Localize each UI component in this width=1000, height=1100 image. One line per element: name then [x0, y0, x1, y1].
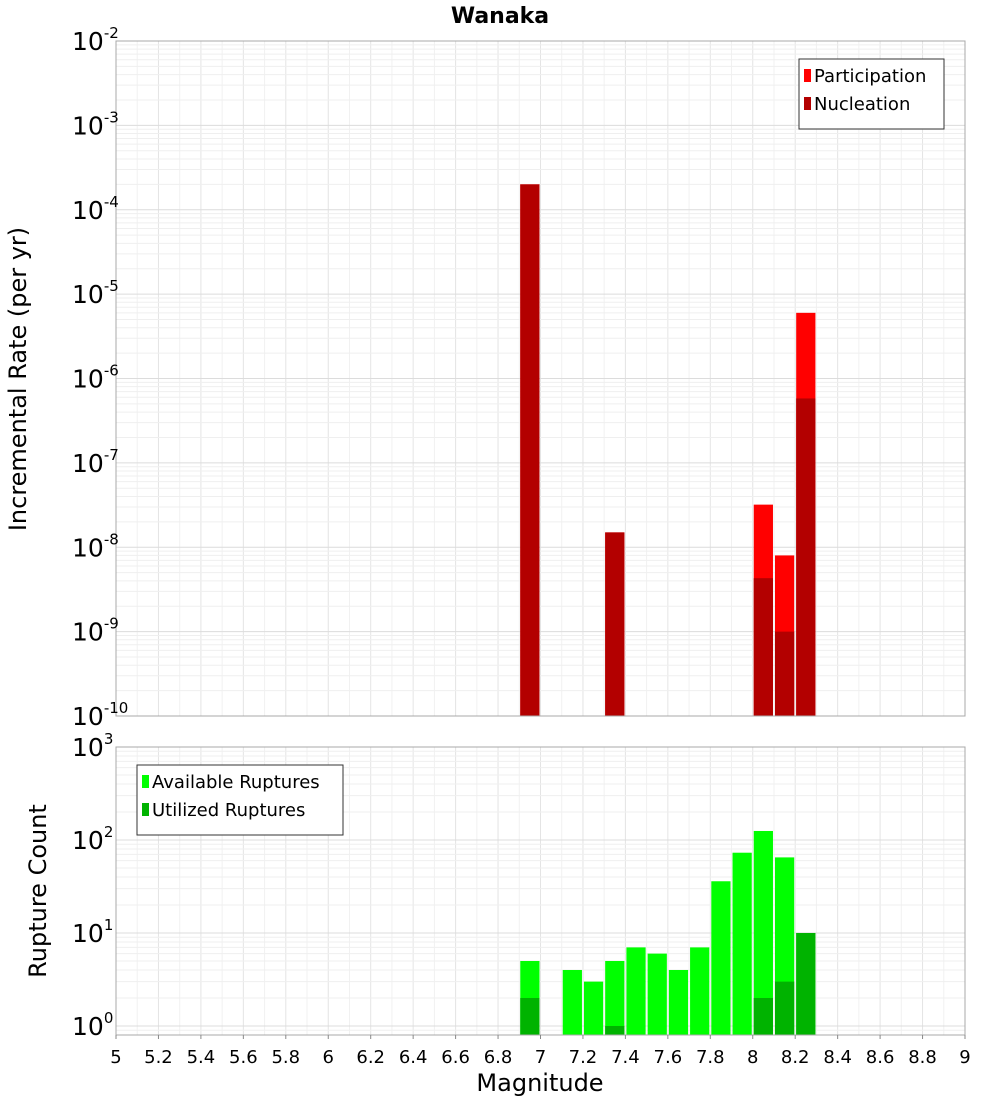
top-y-axis-label: Incremental Rate (per yr)	[4, 227, 32, 531]
bar-bottom-0-1	[562, 969, 582, 1035]
bar-bottom-1-0	[520, 997, 540, 1035]
legend-bottom: Available Ruptures Utilized Ruptures	[136, 764, 344, 836]
y-tick-label-bottom: 100	[72, 1009, 113, 1041]
legend-label-bottom-1: Utilized Ruptures	[152, 800, 305, 821]
legend-label-top-0: Participation	[814, 66, 926, 87]
chart-title: Wanaka	[451, 4, 549, 29]
bar-top-1-2	[753, 578, 773, 716]
x-tick-label: 8.6	[866, 1047, 895, 1068]
x-tick-label: 6.6	[441, 1047, 470, 1068]
x-tick-label: 7.4	[611, 1047, 640, 1068]
y-tick-label-top: 10-3	[72, 108, 119, 140]
y-tick-label-top: 10-8	[72, 530, 119, 562]
x-tick-label: 7.8	[696, 1047, 725, 1068]
x-tick-label: 9	[959, 1047, 970, 1068]
y-tick-label-top: 10-4	[72, 193, 119, 225]
bar-top-1-3	[774, 631, 795, 716]
bar-bottom-0-3	[605, 960, 625, 1035]
bar-bottom-1-2	[753, 997, 773, 1035]
legend-swatch-top-0	[804, 69, 811, 82]
bar-bottom-0-5	[647, 953, 667, 1035]
legend-label-top-1: Nucleation	[814, 94, 910, 115]
x-tick-label: 5.2	[144, 1047, 173, 1068]
top-plot-area: 10-10 10-9 10-8 10-7 10-6 10-5 10-4 10-3 10-2 Par…	[72, 24, 966, 731]
y-tick-label-top: 10-6	[72, 362, 119, 394]
bar-top-1-4	[796, 398, 816, 716]
y-tick-label-bottom: 101	[72, 916, 113, 948]
bar-bottom-0-2	[583, 981, 604, 1035]
bar-top-1-1	[605, 532, 625, 716]
y-tick-label-top: 10-7	[72, 446, 119, 478]
x-tick-label: 8.8	[908, 1047, 937, 1068]
legend-label-bottom-0: Available Ruptures	[152, 772, 320, 793]
legend-box-top	[798, 58, 945, 130]
plot-border-top	[115, 40, 966, 717]
legend-swatch-bottom-1	[142, 803, 149, 816]
legend-swatch-bottom-0	[142, 775, 149, 788]
bar-top-1-0	[520, 184, 540, 717]
bottom-y-axis-label: Rupture Count	[24, 804, 52, 978]
x-axis-label: Magnitude	[476, 1069, 603, 1097]
bar-bottom-0-6	[668, 969, 689, 1035]
y-tick-label-bottom: 102	[72, 823, 113, 855]
bottom-plot-area: 100 101 102 103 5 5.2 5.4 5.6 5.8 6 6.2 6.4 6.6 6.8 7 7…	[72, 730, 971, 1068]
y-tick-label-top: 10-5	[72, 277, 119, 309]
x-tick-label: 7.6	[654, 1047, 683, 1068]
x-tick-label: 6	[323, 1047, 334, 1068]
bars-top	[520, 184, 816, 717]
bars-bottom	[520, 830, 816, 1035]
x-tick-label: 5.6	[229, 1047, 258, 1068]
legend-box-bottom	[136, 764, 344, 836]
bar-bottom-1-4	[796, 932, 816, 1035]
x-tick-label: 6.4	[399, 1047, 428, 1068]
x-tick-label: 6.8	[484, 1047, 513, 1068]
x-tick-label: 6.2	[356, 1047, 385, 1068]
x-tick-label: 8.4	[823, 1047, 852, 1068]
legend-top: Participation Nucleation	[798, 58, 945, 130]
x-tick-label: 5.8	[271, 1047, 300, 1068]
bar-bottom-1-3	[774, 981, 795, 1035]
y-tick-label-top: 10-10	[72, 699, 128, 731]
legend-swatch-top-1	[804, 97, 811, 110]
y-tick-label-top: 10-2	[72, 24, 119, 56]
x-tick-label: 5	[110, 1047, 121, 1068]
bar-bottom-1-1	[605, 1025, 625, 1035]
bar-bottom-0-9	[732, 852, 752, 1035]
y-tick-label-bottom: 103	[72, 730, 113, 762]
x-tick-label: 8	[747, 1047, 758, 1068]
bar-bottom-0-10	[753, 830, 773, 1035]
grid-lines-top	[115, 40, 966, 717]
bar-bottom-0-4	[626, 947, 646, 1035]
x-tick-label: 5.4	[187, 1047, 216, 1068]
x-tick-label: 7	[535, 1047, 546, 1068]
y-tick-label-top: 10-9	[72, 615, 119, 647]
x-tick-label: 7.2	[569, 1047, 598, 1068]
x-tick-label: 8.2	[781, 1047, 810, 1068]
bar-bottom-0-8	[711, 881, 731, 1035]
bar-bottom-0-7	[690, 947, 710, 1035]
